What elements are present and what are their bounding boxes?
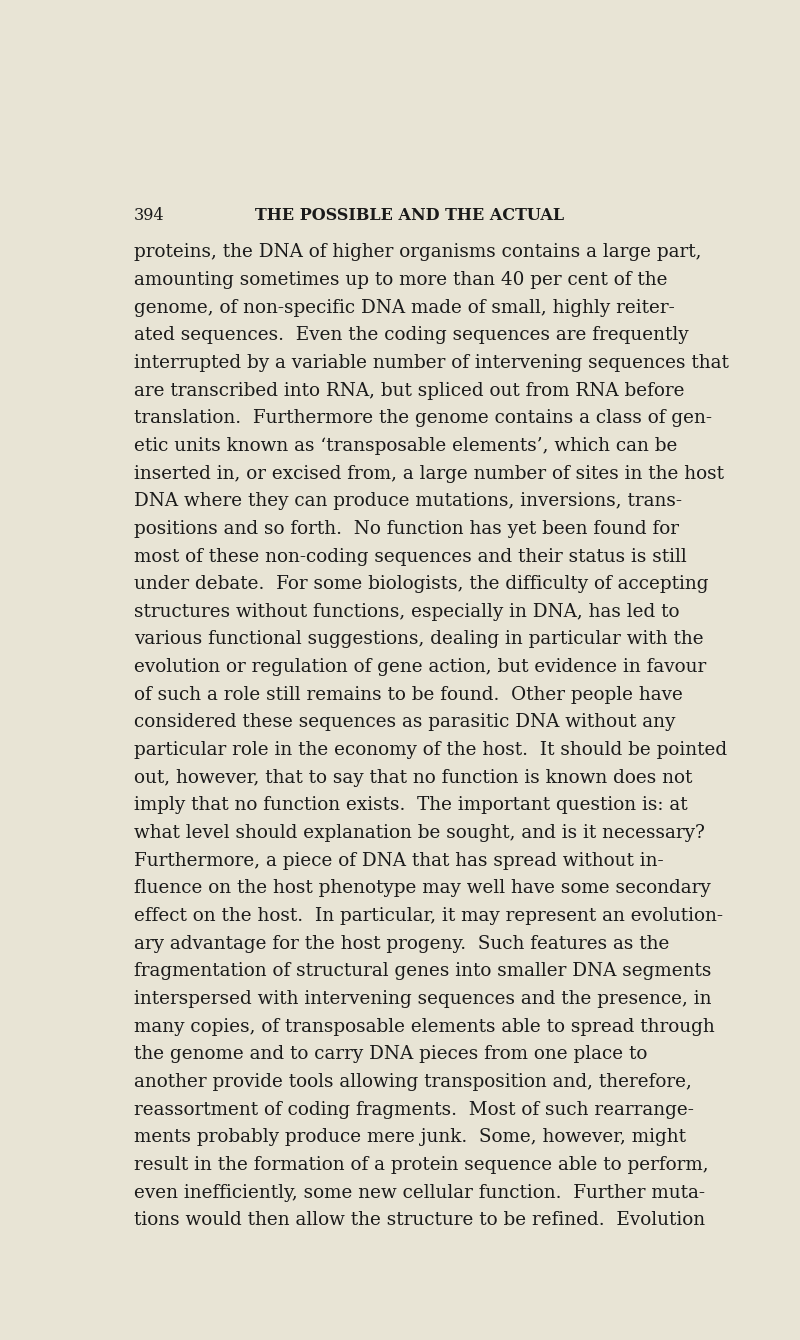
Text: reassortment of coding fragments.  Most of such rearrange-: reassortment of coding fragments. Most o… — [134, 1100, 694, 1119]
Text: ary advantage for the host progeny.  Such features as the: ary advantage for the host progeny. Such… — [134, 935, 670, 953]
Text: genome, of non-specific DNA made of small, highly reiter-: genome, of non-specific DNA made of smal… — [134, 299, 675, 316]
Text: the genome and to carry DNA pieces from one place to: the genome and to carry DNA pieces from … — [134, 1045, 647, 1063]
Text: considered these sequences as parasitic DNA without any: considered these sequences as parasitic … — [134, 713, 675, 732]
Text: out, however, that to say that no function is known does not: out, however, that to say that no functi… — [134, 769, 693, 787]
Text: tions would then allow the structure to be refined.  Evolution: tions would then allow the structure to … — [134, 1211, 706, 1229]
Text: various functional suggestions, dealing in particular with the: various functional suggestions, dealing … — [134, 631, 704, 649]
Text: interrupted by a variable number of intervening sequences that: interrupted by a variable number of inte… — [134, 354, 729, 373]
Text: particular role in the economy of the host.  It should be pointed: particular role in the economy of the ho… — [134, 741, 727, 758]
Text: inserted in, or excised from, a large number of sites in the host: inserted in, or excised from, a large nu… — [134, 465, 724, 482]
Text: of such a role still remains to be found.  Other people have: of such a role still remains to be found… — [134, 686, 683, 704]
Text: another provide tools allowing transposition and, therefore,: another provide tools allowing transposi… — [134, 1073, 692, 1091]
Text: ments probably produce mere junk.  Some, however, might: ments probably produce mere junk. Some, … — [134, 1128, 686, 1146]
Text: structures without functions, especially in DNA, has led to: structures without functions, especially… — [134, 603, 680, 620]
Text: most of these non-coding sequences and their status is still: most of these non-coding sequences and t… — [134, 548, 687, 565]
Text: effect on the host.  In particular, it may represent an evolution-: effect on the host. In particular, it ma… — [134, 907, 723, 925]
Text: translation.  Furthermore the genome contains a class of gen-: translation. Furthermore the genome cont… — [134, 409, 712, 427]
Text: proteins, the DNA of higher organisms contains a large part,: proteins, the DNA of higher organisms co… — [134, 244, 702, 261]
Text: amounting sometimes up to more than 40 per cent of the: amounting sometimes up to more than 40 p… — [134, 271, 667, 289]
Text: are transcribed into RNA, but spliced out from RNA before: are transcribed into RNA, but spliced ou… — [134, 382, 685, 399]
Text: what level should explanation be sought, and is it necessary?: what level should explanation be sought,… — [134, 824, 705, 842]
Text: many copies, of transposable elements able to spread through: many copies, of transposable elements ab… — [134, 1017, 715, 1036]
Text: THE POSSIBLE AND THE ACTUAL: THE POSSIBLE AND THE ACTUAL — [255, 208, 565, 224]
Text: fragmentation of structural genes into smaller DNA segments: fragmentation of structural genes into s… — [134, 962, 711, 981]
Text: imply that no function exists.  The important question is: at: imply that no function exists. The impor… — [134, 796, 688, 815]
Text: under debate.  For some biologists, the difficulty of accepting: under debate. For some biologists, the d… — [134, 575, 709, 594]
Text: even inefficiently, some new cellular function.  Further muta-: even inefficiently, some new cellular fu… — [134, 1183, 705, 1202]
Text: ated sequences.  Even the coding sequences are frequently: ated sequences. Even the coding sequence… — [134, 327, 689, 344]
Text: DNA where they can produce mutations, inversions, trans-: DNA where they can produce mutations, in… — [134, 492, 682, 511]
Text: result in the formation of a protein sequence able to perform,: result in the formation of a protein seq… — [134, 1156, 709, 1174]
Text: evolution or regulation of gene action, but evidence in favour: evolution or regulation of gene action, … — [134, 658, 706, 677]
Text: interspersed with intervening sequences and the presence, in: interspersed with intervening sequences … — [134, 990, 712, 1008]
Text: fluence on the host phenotype may well have some secondary: fluence on the host phenotype may well h… — [134, 879, 711, 898]
Text: Furthermore, a piece of DNA that has spread without in-: Furthermore, a piece of DNA that has spr… — [134, 852, 664, 870]
Text: 394: 394 — [134, 208, 165, 224]
Text: positions and so forth.  No function has yet been found for: positions and so forth. No function has … — [134, 520, 679, 537]
Text: etic units known as ‘transposable elements’, which can be: etic units known as ‘transposable elemen… — [134, 437, 678, 454]
